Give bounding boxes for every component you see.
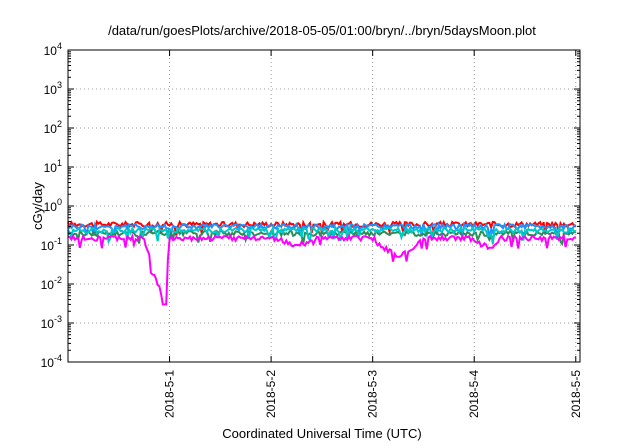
y-tick-exponent: -4 <box>54 353 62 363</box>
y-tick-label: 10-4 <box>41 353 62 370</box>
y-tick-base: 10 <box>44 200 58 214</box>
y-tick-base: 10 <box>41 239 55 253</box>
y-tick-exponent: 1 <box>57 158 62 168</box>
x-tick-label: 2018-5-4 <box>467 370 481 418</box>
y-tick-label: 102 <box>44 119 62 136</box>
x-tick-label: 2018-5-2 <box>264 370 278 418</box>
x-axis-ticks: 2018-5-1 2018-5-2 2018-5-3 2018-5-4 2018-5-5 <box>163 50 583 418</box>
y-tick-exponent: -2 <box>54 275 62 285</box>
series-line <box>67 224 576 245</box>
y-tick-exponent: -3 <box>54 314 62 324</box>
y-tick-exponent: 0 <box>57 197 62 207</box>
y-tick-exponent: 2 <box>57 119 62 129</box>
y-tick-base: 10 <box>44 161 58 175</box>
y-tick-base: 10 <box>44 44 58 58</box>
y-axis-label: cGy/day <box>30 182 45 230</box>
x-tick-label: 2018-5-1 <box>163 370 177 418</box>
y-tick-label: 101 <box>44 158 62 175</box>
series-line <box>67 233 577 306</box>
y-tick-exponent: 4 <box>57 41 62 51</box>
y-tick-base: 10 <box>44 83 58 97</box>
y-tick-label: 10-1 <box>41 236 62 253</box>
y-tick-base: 10 <box>41 278 55 292</box>
y-tick-label: 100 <box>44 197 62 214</box>
y-tick-label: 103 <box>44 80 62 97</box>
y-tick-label: 104 <box>44 41 62 58</box>
y-tick-label: 10-2 <box>41 275 62 292</box>
chart-title: /data/run/goesPlots/archive/2018-05-05/0… <box>108 23 536 38</box>
y-tick-base: 10 <box>41 356 55 370</box>
grid-lines <box>68 50 580 362</box>
y-tick-label: 10-3 <box>41 314 62 331</box>
y-tick-exponent: 3 <box>57 80 62 90</box>
y-tick-exponent: -1 <box>54 236 62 246</box>
y-tick-base: 10 <box>44 122 58 136</box>
x-axis-label: Coordinated Universal Time (UTC) <box>222 426 421 441</box>
y-tick-base: 10 <box>41 317 55 331</box>
x-tick-label: 2018-5-5 <box>569 370 583 418</box>
series-line <box>67 220 577 239</box>
x-tick-label: 2018-5-3 <box>366 370 380 418</box>
series-layer <box>67 219 577 306</box>
